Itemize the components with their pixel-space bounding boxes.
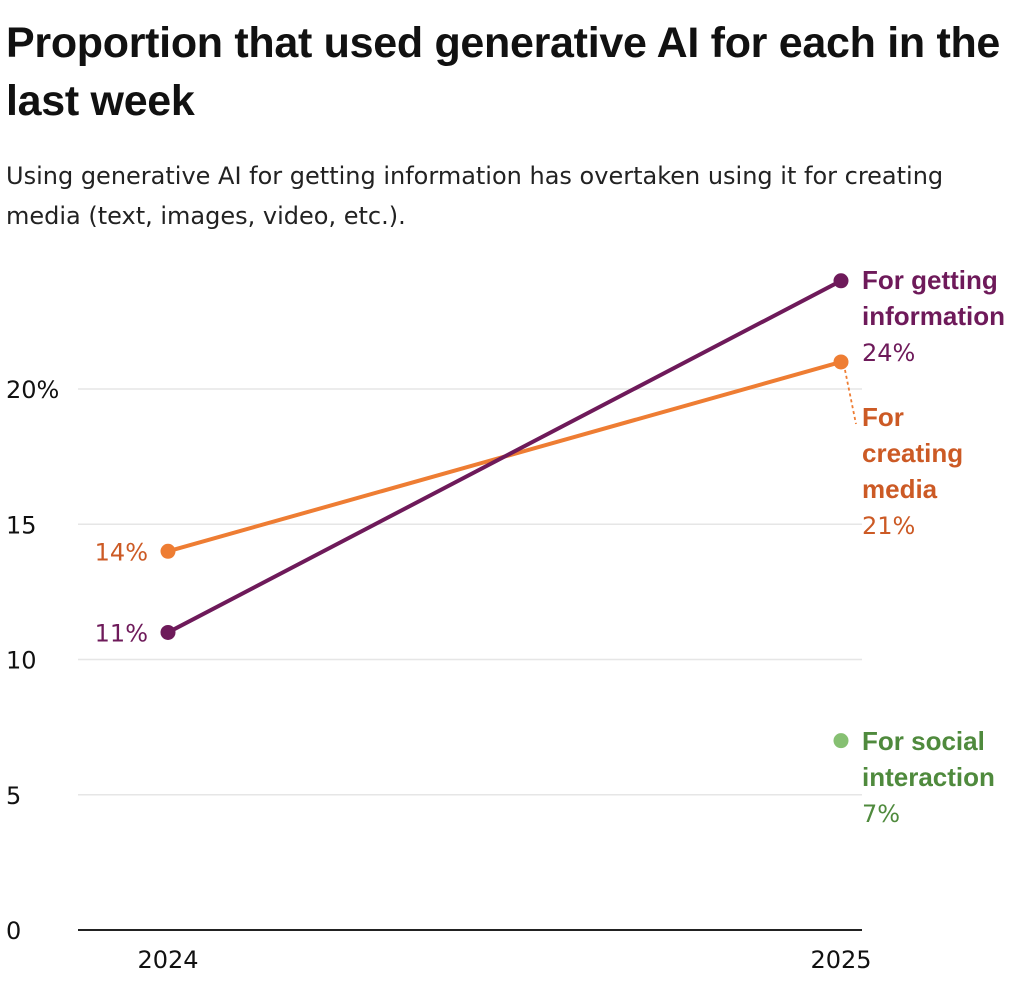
y-tick-label-0: 0: [6, 917, 21, 945]
series-name-social-line-1: For social: [862, 726, 985, 756]
chart-title: Proportion that used generative AI for e…: [6, 19, 1001, 125]
value-label-media-2025: 21%: [862, 512, 915, 540]
data-point-media-2025: [833, 354, 849, 370]
data-point-media-2024: [160, 543, 176, 559]
value-label-information-2024: 11%: [95, 619, 148, 647]
series-name-media-line-3: media: [862, 474, 938, 504]
x-tick-label-2024: 2024: [137, 946, 198, 974]
series-name-media-line-2: creating: [862, 438, 963, 468]
value-label-media-2024: 14%: [95, 538, 148, 566]
data-point-information-2025: [833, 273, 849, 289]
y-tick-label-10: 10: [6, 647, 37, 675]
x-tick-label-2025: 2025: [810, 946, 871, 974]
series-name-social-line-2: interaction: [862, 762, 995, 792]
chart-subtitle: Using generative AI for getting informat…: [6, 162, 944, 230]
series-name-media-line-1: For: [862, 402, 904, 432]
y-tick-label-20: 20%: [6, 376, 59, 404]
series-name-information-line-2: information: [862, 301, 1005, 331]
series-name-information-line-1: For getting: [862, 265, 998, 295]
value-label-social-2025: 7%: [862, 800, 900, 828]
y-tick-label-15: 15: [6, 511, 37, 539]
data-point-information-2024: [160, 624, 176, 640]
data-point-social-2025: [833, 733, 849, 749]
y-tick-label-5: 5: [6, 782, 21, 810]
leader-line-media: [844, 369, 857, 425]
value-label-information-2025: 24%: [862, 339, 915, 367]
series-line-information: [166, 278, 843, 635]
